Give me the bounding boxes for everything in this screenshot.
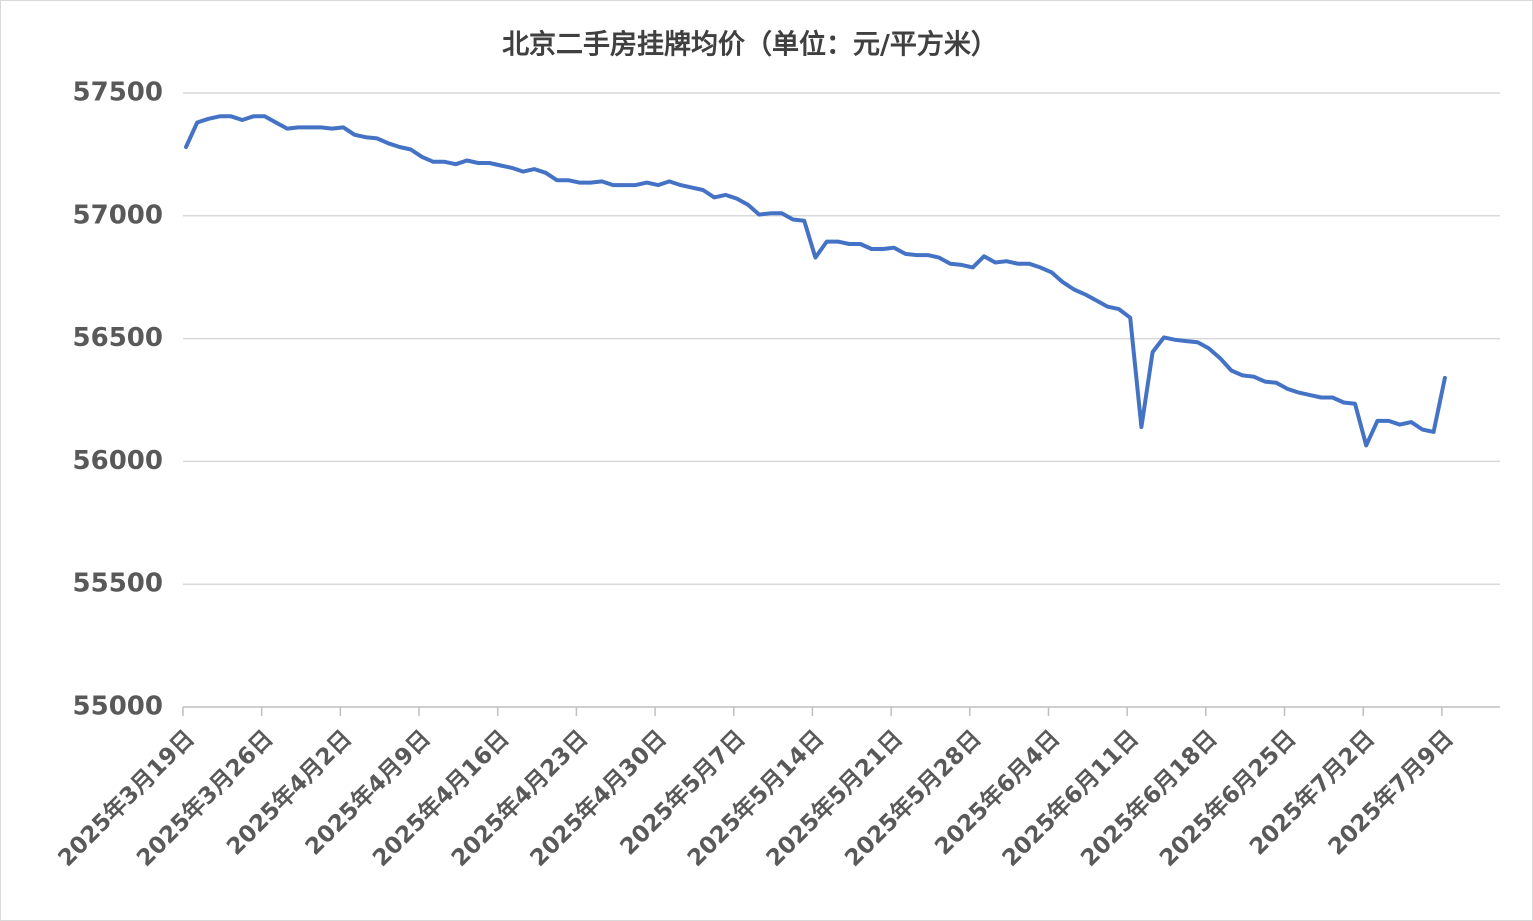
chart-title: 北京二手房挂牌均价（单位：元/平方米） [502,29,998,61]
y-tick-label: 56000 [73,446,163,476]
y-tick-label: 56500 [73,323,163,353]
y-tick-label: 55500 [73,569,163,599]
line [184,114,1447,448]
y-tick-label: 57500 [73,78,163,108]
y-tick-label: 55000 [73,692,163,722]
y-tick-label: 57000 [73,200,163,230]
